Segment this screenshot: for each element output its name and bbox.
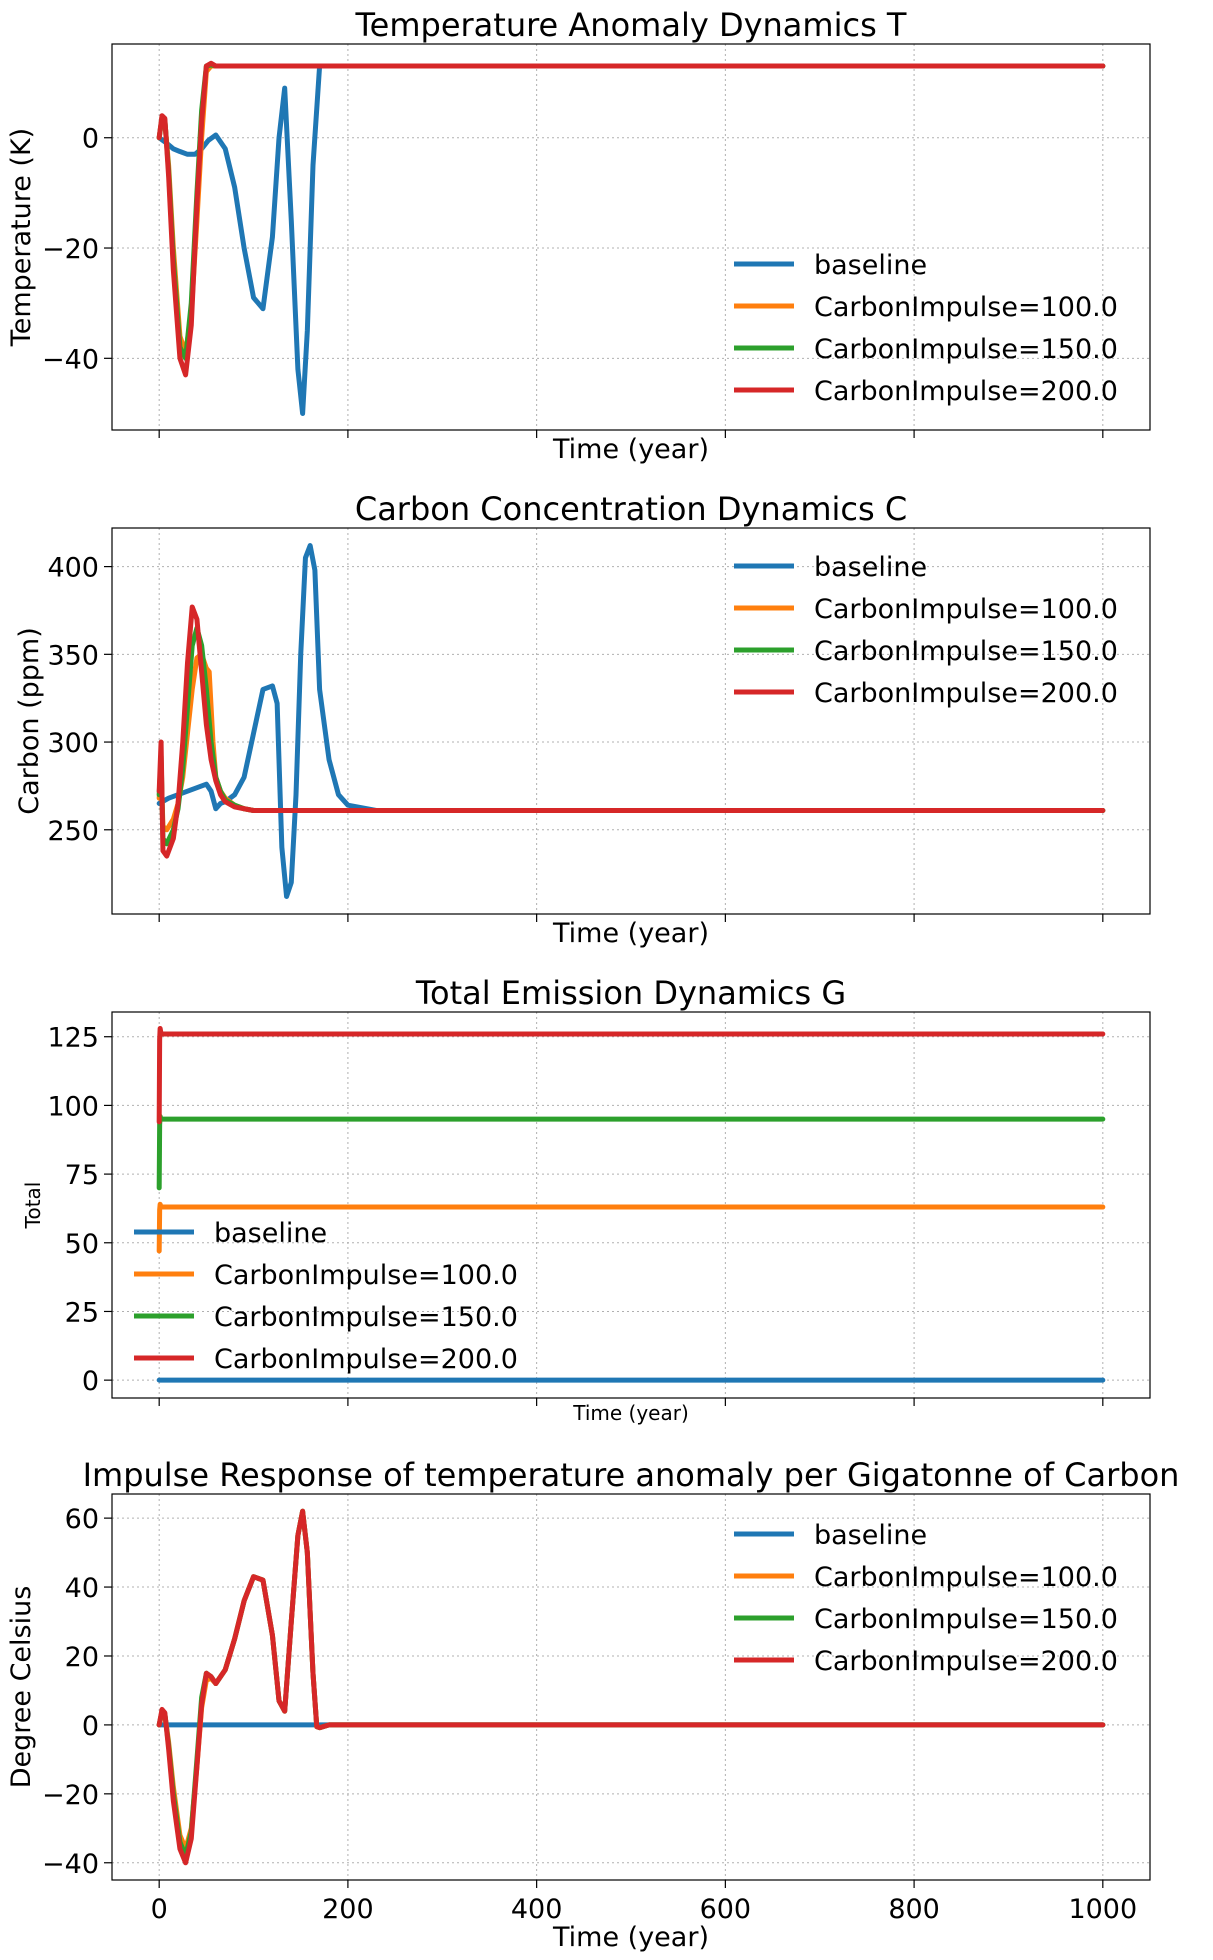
- y-tick-label: 100: [47, 1091, 99, 1122]
- chart-panel-1: −40 −20 0 Temperature Anomaly Dynamics T Tim…: [6, 6, 1151, 465]
- chart-title: Temperature Anomaly Dynamics T: [355, 6, 907, 44]
- series-line-carbonimpulse-200-0: [156, 604, 1106, 859]
- legend-label-carbonimpulse-200-0: CarbonImpulse=200.0: [214, 1344, 518, 1375]
- legend: baseline CarbonImpulse=100.0 CarbonImpulse…: [734, 1520, 1118, 1677]
- legend-label-baseline: baseline: [214, 1218, 327, 1249]
- series-line-carbonimpulse-200-0: [156, 1025, 1106, 1125]
- y-tick-label: 50: [65, 1229, 99, 1260]
- x-axis-label: Time (year): [572, 1401, 689, 1425]
- legend-label-baseline: baseline: [814, 552, 927, 583]
- y-axis-label: Total: [21, 1182, 45, 1230]
- legend-label-carbonimpulse-150-0: CarbonImpulse=150.0: [814, 1604, 1118, 1635]
- x-tick-label: 0: [151, 1894, 168, 1925]
- y-tick-label: 125: [47, 1023, 99, 1054]
- x-tick-label: 600: [700, 1894, 752, 1925]
- y-tick-label: 350: [47, 640, 99, 671]
- x-tick-label: 800: [888, 1894, 940, 1925]
- plot-frame: [111, 43, 1151, 431]
- series-group: [156, 1508, 1106, 1866]
- chart-panel-4: 0 200 400 600 800 1000 −40 −20 0 20 40 60 Impulse Re…: [6, 1456, 1179, 1953]
- y-tick-label: −40: [42, 1849, 99, 1880]
- legend-label-carbonimpulse-100-0: CarbonImpulse=100.0: [814, 594, 1118, 625]
- y-tick-label: 0: [82, 1711, 99, 1742]
- legend-label-baseline: baseline: [814, 1520, 927, 1551]
- legend-label-carbonimpulse-100-0: CarbonImpulse=100.0: [814, 1562, 1118, 1593]
- y-axis-label: Temperature (K): [6, 128, 37, 347]
- x-axis-label: Time (year): [552, 434, 709, 465]
- legend: baseline CarbonImpulse=100.0 CarbonImpulse…: [734, 552, 1118, 709]
- plot-frame: [111, 527, 1151, 915]
- x-tick-label: 1000: [1068, 1894, 1137, 1925]
- legend-label-carbonimpulse-100-0: CarbonImpulse=100.0: [214, 1260, 518, 1291]
- y-tick-label: 250: [47, 816, 99, 847]
- y-tick-label: 75: [65, 1160, 99, 1191]
- series-line-carbonimpulse-100-0: [156, 1201, 1106, 1254]
- legend: baseline CarbonImpulse=100.0 CarbonImpulse…: [134, 1218, 518, 1375]
- series-group: [156, 60, 1106, 416]
- chart-panel-3: 0 25 50 75 100 125 Total Emission Dynamics G Ti…: [21, 974, 1151, 1425]
- y-tick-label: 400: [47, 553, 99, 584]
- legend-label-baseline: baseline: [814, 250, 927, 281]
- y-tick-label: −40: [42, 344, 99, 375]
- legend: baseline CarbonImpulse=100.0 CarbonImpulse…: [734, 250, 1118, 407]
- plot-frame: [111, 1011, 1151, 1399]
- legend-label-carbonimpulse-150-0: CarbonImpulse=150.0: [814, 636, 1118, 667]
- y-tick-label: 60: [65, 1504, 99, 1535]
- y-axis-label: Carbon (ppm): [14, 627, 45, 815]
- y-tick-label: −20: [42, 234, 99, 265]
- y-tick-label: 20: [65, 1642, 99, 1673]
- x-tick-label: 400: [511, 1894, 563, 1925]
- legend-label-carbonimpulse-150-0: CarbonImpulse=150.0: [214, 1302, 518, 1333]
- x-axis-label: Time (year): [552, 918, 709, 949]
- plot-frame: [111, 1493, 1151, 1881]
- y-tick-label: 0: [82, 1366, 99, 1397]
- y-tick-label: 300: [47, 728, 99, 759]
- chart-title: Impulse Response of temperature anomaly …: [83, 1456, 1180, 1494]
- chart-title: Carbon Concentration Dynamics C: [355, 490, 907, 528]
- legend-label-carbonimpulse-150-0: CarbonImpulse=150.0: [814, 334, 1118, 365]
- series-line-carbonimpulse-150-0: [156, 1113, 1106, 1191]
- series-line-carbonimpulse-200-0: [156, 60, 1106, 378]
- y-tick-label: 40: [65, 1573, 99, 1604]
- chart-panel-2: 250 300 350 400 Carbon Concentration Dynamic…: [14, 490, 1151, 949]
- series-line-carbonimpulse-200-0: [156, 1508, 1106, 1866]
- series-group: [156, 1025, 1106, 1383]
- y-tick-label: 0: [82, 124, 99, 155]
- chart-title: Total Emission Dynamics G: [415, 974, 846, 1012]
- legend-label-carbonimpulse-200-0: CarbonImpulse=200.0: [814, 1646, 1118, 1677]
- y-tick-label: 25: [65, 1297, 99, 1328]
- y-axis-label: Degree Celsius: [6, 1586, 37, 1789]
- x-axis-label: Time (year): [552, 1922, 709, 1953]
- series-line-baseline: [156, 543, 1106, 899]
- legend-label-carbonimpulse-200-0: CarbonImpulse=200.0: [814, 678, 1118, 709]
- legend-label-carbonimpulse-100-0: CarbonImpulse=100.0: [814, 292, 1118, 323]
- legend-label-carbonimpulse-200-0: CarbonImpulse=200.0: [814, 376, 1118, 407]
- y-tick-label: −20: [42, 1780, 99, 1811]
- series-group: [156, 543, 1106, 899]
- x-tick-label: 200: [322, 1894, 374, 1925]
